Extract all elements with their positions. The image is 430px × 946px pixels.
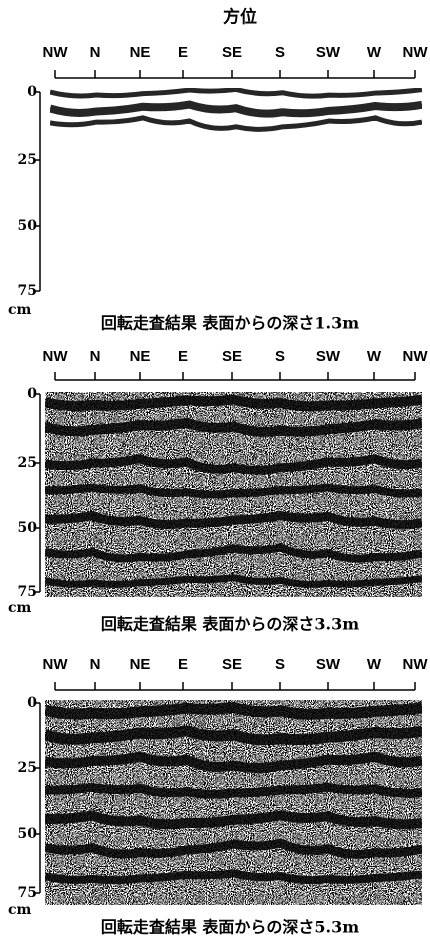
direction-label: W	[367, 44, 382, 61]
direction-label: E	[178, 656, 188, 673]
direction-label: NE	[130, 348, 151, 365]
depth-label: 75	[18, 283, 37, 299]
depth-label: 0	[27, 695, 37, 711]
direction-label: SW	[316, 348, 341, 365]
direction-label: NW	[43, 44, 69, 61]
direction-label: S	[275, 656, 285, 673]
direction-label: NW	[43, 348, 69, 365]
depth-unit: cm	[8, 302, 32, 318]
direction-label: NW	[403, 348, 429, 365]
direction-label: NW	[403, 44, 429, 61]
depth-label: 25	[18, 760, 37, 776]
depth-label: 0	[27, 84, 37, 100]
direction-label: NW	[43, 656, 69, 673]
direction-label: S	[275, 348, 285, 365]
direction-label: W	[367, 348, 382, 365]
figure: 方位 NWNNEESESSWWNW0255075cm回転走査結果 表面からの深さ…	[0, 0, 430, 946]
depth-label: 0	[27, 386, 37, 402]
scan-image	[45, 700, 422, 905]
depth-label: 25	[18, 455, 37, 471]
caption: 回転走査結果 表面からの深さ3.3m	[101, 615, 359, 634]
direction-label: E	[178, 44, 188, 61]
depth-label: 75	[18, 885, 37, 901]
scan-image	[50, 88, 422, 293]
direction-label: SW	[316, 44, 341, 61]
direction-label: NE	[130, 656, 151, 673]
caption: 回転走査結果 表面からの深さ5.3m	[101, 918, 359, 937]
direction-label: S	[275, 44, 285, 61]
depth-label: 50	[18, 520, 38, 536]
depth-label: 25	[18, 152, 37, 168]
direction-label: NE	[130, 44, 151, 61]
depth-label: 50	[18, 826, 38, 842]
reflection-band	[45, 731, 422, 740]
figure-title: 方位	[223, 7, 257, 28]
direction-label: N	[90, 44, 101, 61]
direction-label: N	[90, 348, 101, 365]
scan-image	[45, 392, 422, 597]
fade	[50, 180, 422, 293]
depth-label: 50	[18, 218, 38, 234]
direction-label: E	[178, 348, 188, 365]
depth-unit: cm	[8, 902, 32, 918]
depth-label: 75	[18, 584, 37, 600]
direction-label: SW	[316, 656, 341, 673]
direction-label: N	[90, 656, 101, 673]
panel: NW N NE E SE S SW W NW 0 25 50 75 cm 回転走査結果 表面からの深さ1.3…	[8, 44, 428, 333]
direction-label: SE	[222, 44, 242, 61]
caption: 回転走査結果 表面からの深さ1.3m	[101, 314, 359, 333]
direction-label: W	[367, 656, 382, 673]
direction-label: SE	[222, 348, 242, 365]
direction-label: SE	[222, 656, 242, 673]
direction-label: NW	[403, 656, 429, 673]
depth-unit: cm	[8, 600, 32, 616]
